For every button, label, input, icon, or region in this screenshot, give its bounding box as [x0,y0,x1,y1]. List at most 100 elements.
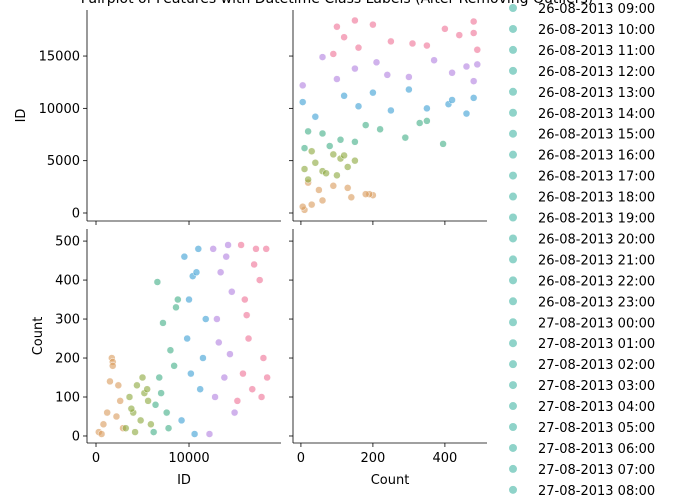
point [155,373,164,382]
point [153,278,162,286]
point [114,381,123,390]
point [300,144,309,152]
point [213,315,221,323]
point [222,252,230,261]
point [311,159,320,167]
point [322,169,330,177]
point [298,81,307,90]
point [252,245,260,253]
legend-marker [509,443,517,452]
legend-label: 26-08-2013 20:00 [538,232,655,247]
point [455,31,464,39]
point [205,430,214,438]
point [423,41,431,50]
legend-marker [509,255,517,264]
point [143,385,151,393]
point [250,260,258,269]
y-tick-label: 5000 [47,154,80,169]
x-tick-label: 0 [297,451,305,466]
point [318,53,327,61]
point [127,404,136,413]
point [185,295,193,304]
point [228,288,236,296]
point [325,142,334,150]
point [298,202,307,211]
point [202,315,210,323]
point [469,17,478,26]
point [131,428,139,436]
point [211,393,219,401]
legend-label: 26-08-2013 23:00 [538,295,655,310]
legend-marker [509,485,517,494]
chart-title: Pairplot of Features with Datetime Class… [81,0,594,7]
y-axis-label: Count [31,317,46,356]
point [405,73,413,81]
legend-label: 26-08-2013 15:00 [538,128,655,143]
point [190,430,199,438]
legend-marker [509,171,517,180]
point [423,104,431,113]
point [329,150,338,159]
point [248,385,257,393]
x-tick-label: 0 [92,451,100,466]
point [166,346,175,354]
y-tick-label: 15000 [39,50,80,65]
point [441,25,449,33]
point [351,156,359,165]
y-tick-label: 10000 [39,102,80,117]
point [241,295,249,304]
legend-label: 26-08-2013 09:00 [538,2,655,17]
point [354,102,363,111]
point [192,268,201,277]
legend-marker [509,108,517,117]
legend-marker [509,45,517,54]
legend-marker [509,234,517,243]
point [439,140,447,148]
legend-label: 27-08-2013 08:00 [538,484,655,499]
point [351,138,359,146]
point [473,46,482,54]
point [430,56,438,64]
point [133,381,141,390]
y-tick-label: 200 [55,352,80,367]
x-tick-label: 200 [360,451,385,466]
point [354,43,363,52]
point [300,165,309,173]
point [233,397,242,405]
point [172,303,180,312]
point [423,117,431,125]
point [125,393,134,401]
point [448,96,456,104]
legend-label: 27-08-2013 06:00 [538,442,655,457]
legend-marker [509,150,517,159]
legend-marker [509,360,517,369]
point [257,393,266,401]
legend-marker [509,24,517,33]
legend-label: 27-08-2013 07:00 [538,463,655,478]
point [138,373,147,382]
point [333,75,341,83]
legend-label: 26-08-2013 16:00 [538,149,655,164]
point [162,408,171,417]
point [220,373,229,382]
legend-marker [509,297,517,306]
point [387,106,395,115]
point [462,62,471,71]
point [401,133,410,142]
point [259,354,268,362]
point [415,119,424,127]
point [473,60,482,69]
legend-label: 26-08-2013 21:00 [538,253,655,268]
point [194,245,203,253]
legend-marker [509,318,517,327]
legend-marker [509,423,517,431]
point [262,245,270,253]
legend-marker [509,213,517,222]
point [108,362,117,370]
y-tick-label: 500 [55,235,80,250]
point [255,276,264,284]
point [351,16,359,25]
legend-label: 27-08-2013 05:00 [538,421,655,436]
point [157,389,165,397]
point [333,22,341,31]
